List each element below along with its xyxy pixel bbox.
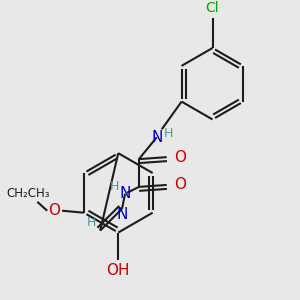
Text: H: H [87, 216, 96, 229]
Text: N: N [116, 207, 128, 222]
Text: N: N [119, 186, 131, 201]
Text: O: O [175, 177, 187, 192]
Text: H: H [164, 127, 173, 140]
Text: N: N [151, 130, 163, 145]
Text: Cl: Cl [206, 1, 219, 15]
Text: H: H [110, 180, 119, 194]
Text: O: O [48, 203, 60, 218]
Text: CH₂CH₃: CH₂CH₃ [7, 187, 50, 200]
Text: OH: OH [106, 263, 130, 278]
Text: O: O [175, 150, 187, 165]
